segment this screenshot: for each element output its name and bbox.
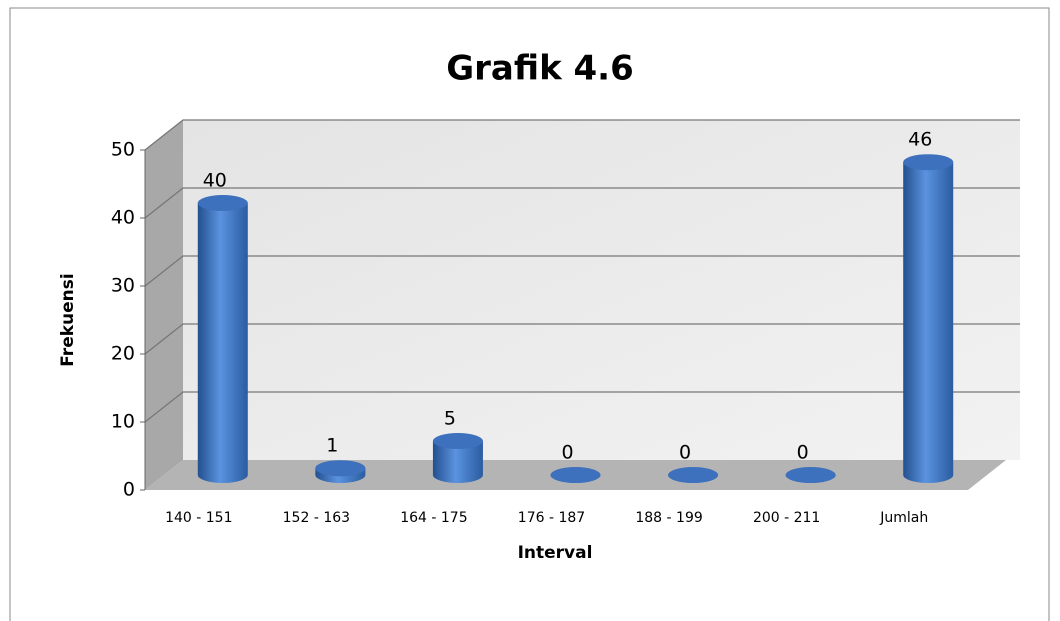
- x-tick-label: 200 - 211: [753, 510, 820, 526]
- bar-top: [432, 433, 483, 449]
- bar-top: [785, 467, 836, 483]
- x-tick-label: 176 - 187: [518, 510, 585, 526]
- x-axis-label: Interval: [518, 543, 593, 563]
- data-label: 46: [908, 129, 932, 151]
- bar-body: [197, 203, 248, 483]
- x-tick-label: 140 - 151: [165, 510, 232, 526]
- y-tick-label: 0: [123, 479, 135, 501]
- bar-top: [903, 154, 954, 171]
- bar: [903, 154, 954, 483]
- y-tick-label: 50: [111, 139, 135, 161]
- grid-line: [144, 187, 1020, 219]
- bar: [315, 460, 366, 483]
- bar: [785, 467, 836, 483]
- x-tick-label: 188 - 199: [635, 510, 702, 526]
- x-tick-label: 152 - 163: [283, 510, 350, 526]
- grid-line: [144, 391, 1020, 423]
- y-tick-label: 10: [111, 411, 135, 433]
- bar: [197, 195, 248, 483]
- bar-top: [550, 467, 601, 483]
- y-tick-label: 40: [111, 207, 135, 229]
- chart-border: [9, 7, 1050, 621]
- bar-top: [315, 460, 366, 477]
- data-label: 0: [679, 442, 691, 464]
- bar-top: [668, 467, 719, 483]
- back-wall: [183, 120, 1020, 460]
- data-label: 0: [561, 442, 573, 464]
- grid-line: [144, 323, 1020, 355]
- data-label: 1: [326, 435, 338, 457]
- bar: [550, 467, 601, 483]
- bar-body: [903, 162, 954, 483]
- y-axis-label: Frekuensi: [58, 273, 78, 366]
- bar: [432, 433, 483, 483]
- bar: [668, 467, 719, 483]
- grid-line: [144, 119, 1020, 151]
- y-tick-label: 20: [111, 343, 135, 365]
- x-tick-label: 164 - 175: [400, 510, 467, 526]
- x-tick-label: Jumlah: [879, 510, 928, 526]
- data-label: 5: [444, 408, 456, 430]
- chart-title: Grafik 4.6: [446, 49, 634, 89]
- side-wall: [145, 120, 183, 490]
- y-tick-label: 30: [111, 275, 135, 297]
- bar-body: [432, 441, 483, 483]
- data-label: 0: [797, 442, 809, 464]
- data-label: 40: [203, 170, 227, 192]
- bar-top: [197, 195, 248, 211]
- grid-line: [144, 255, 1020, 287]
